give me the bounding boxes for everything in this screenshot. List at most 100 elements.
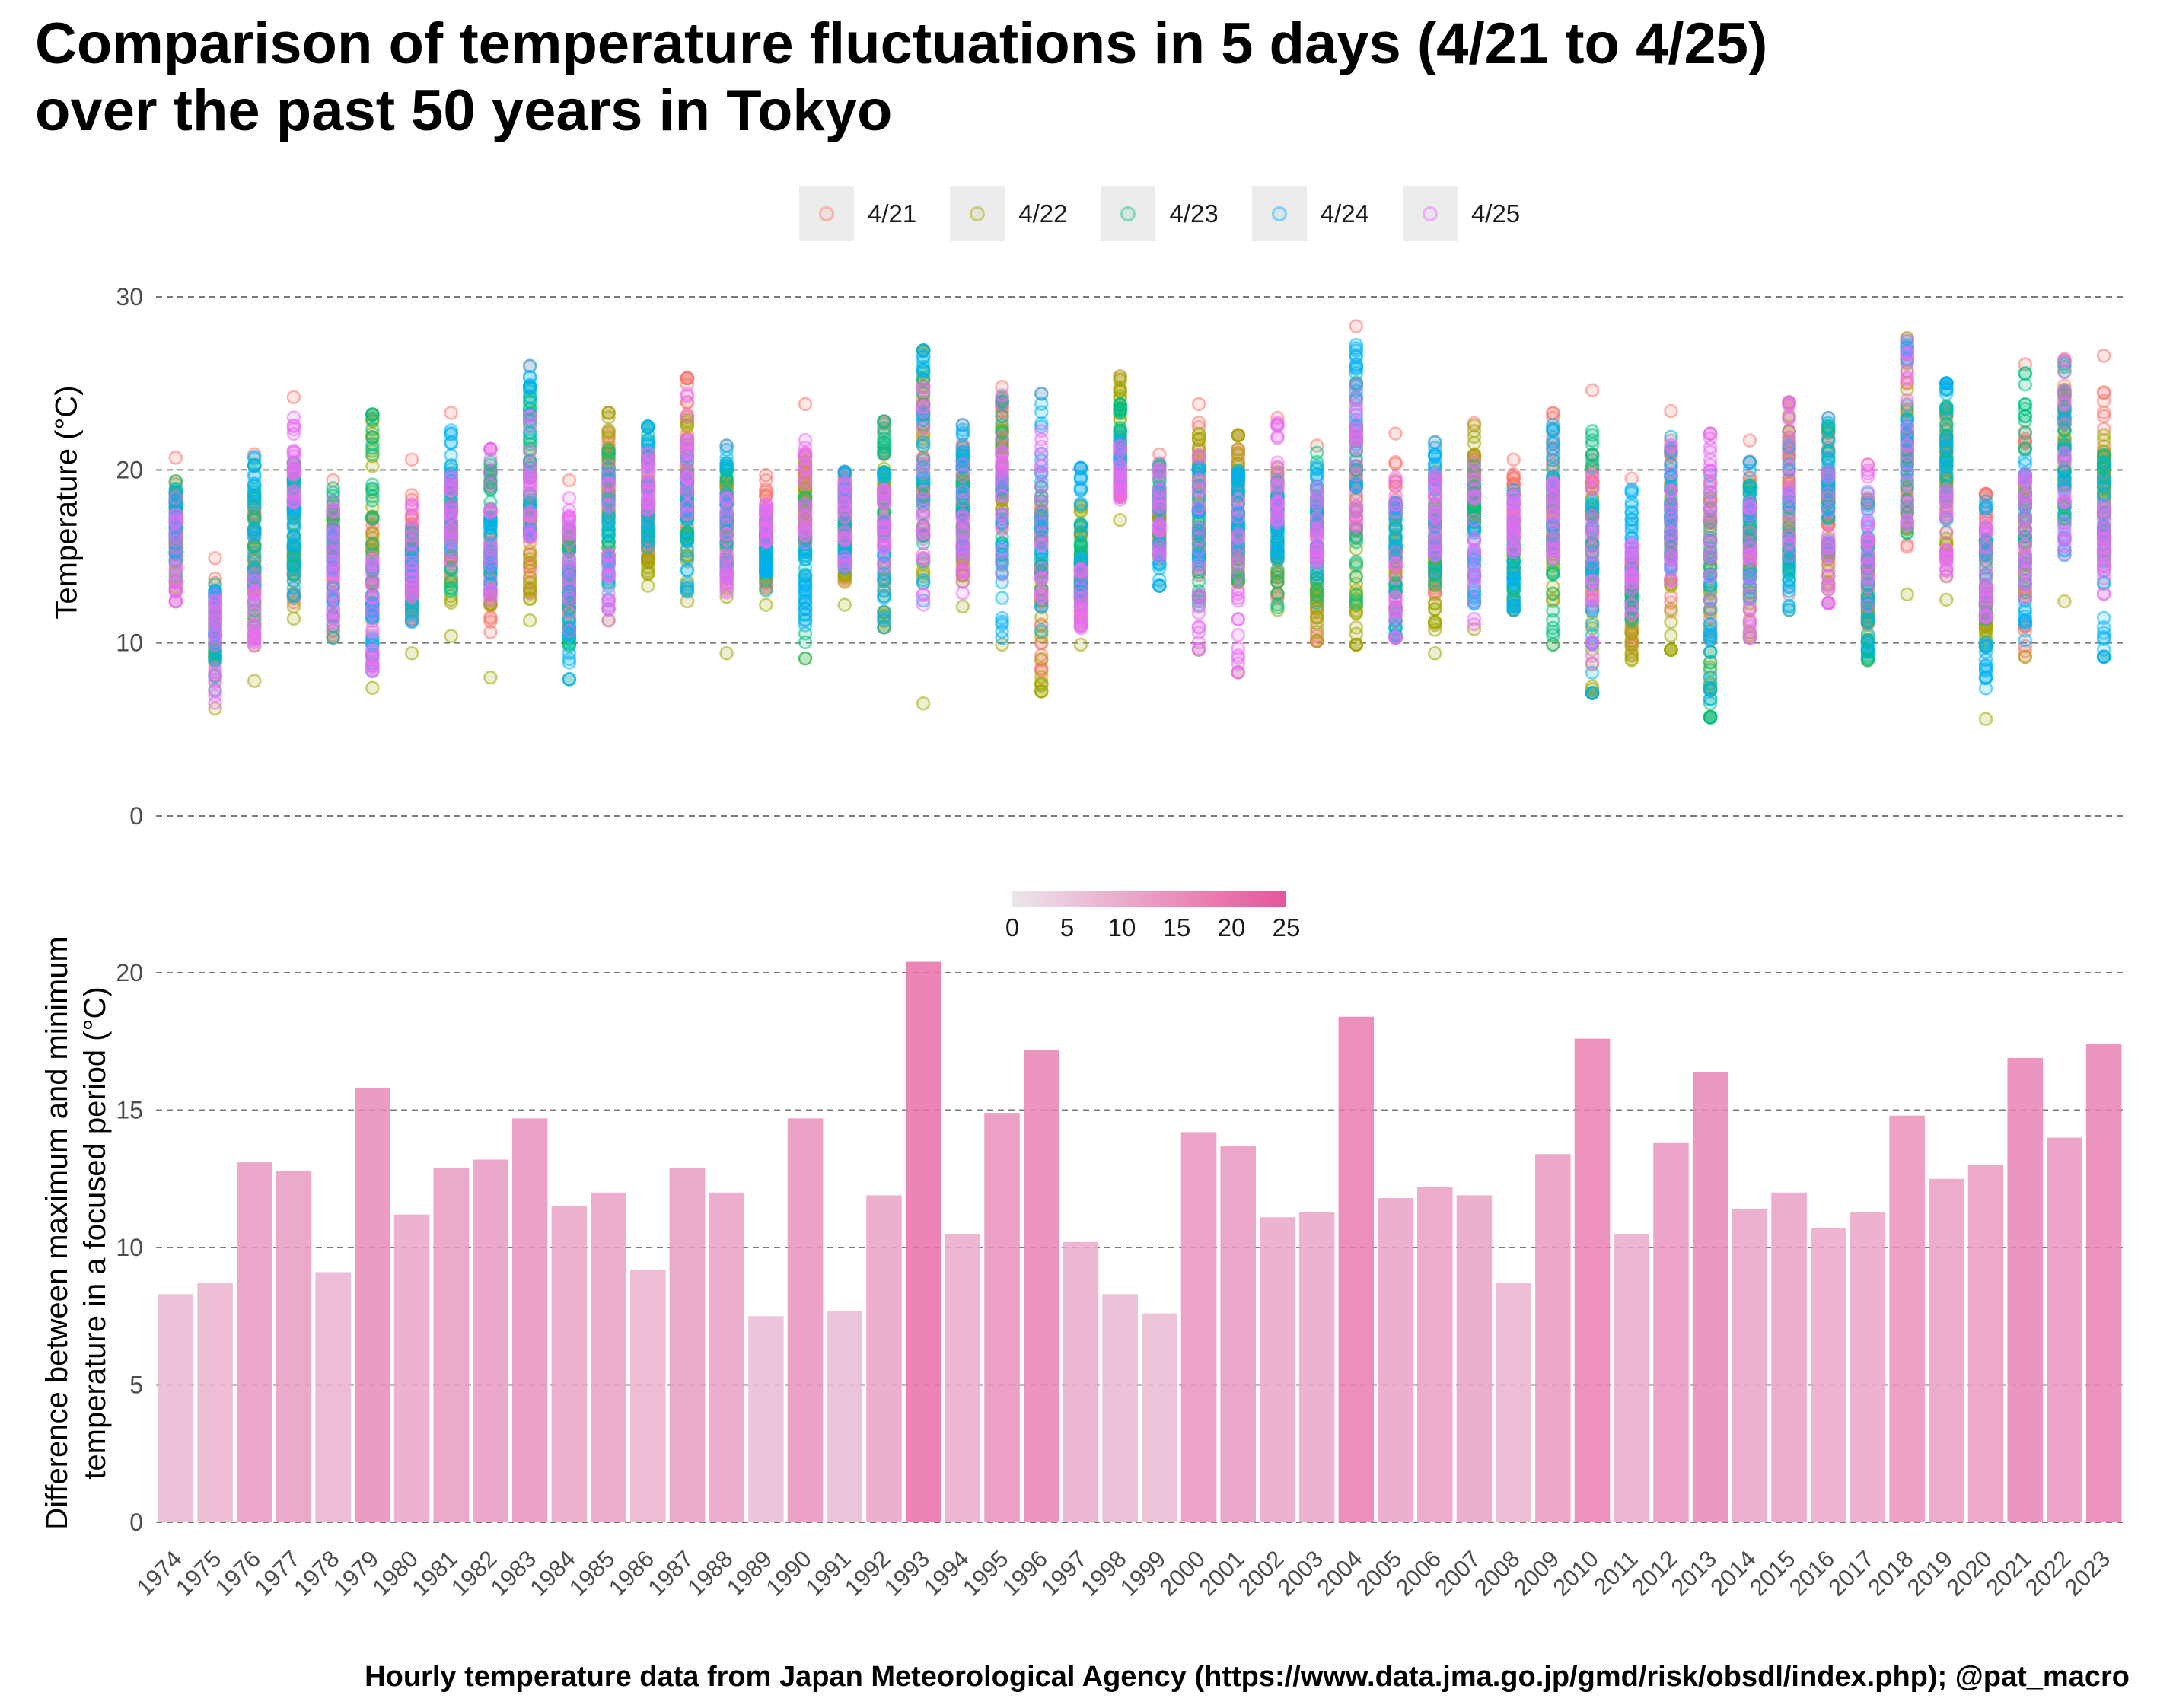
scatter-point — [719, 502, 734, 517]
legend-label: 4/22 — [1018, 199, 1068, 228]
scatter-point — [601, 568, 616, 582]
scatter-year-1984 — [562, 473, 577, 687]
scatter-point — [168, 490, 183, 505]
scatter-point — [995, 430, 1009, 445]
scatter-point — [1309, 531, 1324, 546]
scatter-point — [1664, 537, 1678, 551]
scatter-point — [1388, 599, 1403, 613]
scatter-point — [1585, 469, 1600, 484]
legend-item-4-22: 4/22 — [950, 186, 1093, 241]
scatter-point — [1388, 556, 1403, 572]
scatter-point — [562, 672, 577, 687]
scatter-point — [601, 443, 616, 457]
scatter-point — [1506, 545, 1521, 559]
scatter-point — [1703, 463, 1718, 478]
scatter-point — [1742, 551, 1757, 566]
scatter-point — [1703, 592, 1718, 607]
scatter-year-1978 — [326, 473, 340, 645]
scatter-year-1990 — [798, 397, 813, 666]
scatter-point — [1703, 535, 1718, 550]
scatter-point — [168, 534, 183, 549]
legend-key — [1402, 186, 1458, 241]
scatter-point — [916, 586, 931, 601]
scatter-point — [680, 433, 695, 448]
scatter-point — [1309, 459, 1324, 473]
scatter-point — [601, 425, 616, 441]
scatter-point — [719, 572, 734, 587]
scatter-point — [1231, 539, 1245, 553]
scatter-point — [326, 630, 340, 645]
scatter-point — [1034, 532, 1049, 546]
scatter-point — [916, 484, 931, 499]
scatter-point — [1034, 588, 1049, 604]
scatter-point — [208, 599, 222, 613]
scatter-point — [1349, 637, 1364, 652]
scatter-point — [798, 651, 813, 666]
scatter-point — [1191, 481, 1206, 496]
scatter-point — [247, 623, 262, 639]
scatter-point — [286, 445, 301, 459]
scatter-point — [1664, 642, 1678, 658]
scatter-point — [247, 451, 262, 466]
scatter-point — [1467, 418, 1482, 433]
scatter-point — [1270, 569, 1285, 585]
scatter-year-2008 — [1506, 452, 1521, 617]
scatter-point — [995, 522, 1009, 537]
scatter-point — [365, 510, 380, 524]
legend-item-4-25: 4/25 — [1402, 186, 1546, 241]
scatter-point — [168, 560, 183, 575]
scatter-point — [759, 534, 773, 550]
scatter-point — [1309, 514, 1324, 528]
scatter-point — [1113, 513, 1127, 527]
scatter-point — [680, 543, 695, 558]
scatter-point — [1034, 465, 1049, 480]
scatter-point — [1270, 429, 1285, 444]
scatter-point — [1624, 575, 1639, 591]
scatter-point — [759, 473, 773, 488]
scatter-point — [798, 473, 813, 487]
scatter-point — [916, 365, 931, 379]
scatter-point — [286, 611, 301, 626]
scatter-point — [1546, 417, 1560, 432]
scatter-point — [365, 482, 380, 496]
scatter-point — [1191, 606, 1206, 620]
scatter-point — [404, 522, 419, 537]
scatter-point — [1624, 647, 1639, 662]
scatter-point — [1349, 569, 1364, 584]
scatter-point — [641, 534, 655, 549]
scatter-point — [247, 525, 262, 540]
scatter-point — [168, 511, 183, 527]
scatter-year-2003 — [1309, 438, 1324, 648]
scatter-point — [562, 645, 577, 661]
scatter-point — [1546, 522, 1560, 537]
scatter-point — [1309, 588, 1324, 603]
scatter-point — [247, 467, 262, 482]
scatter-point — [877, 588, 891, 604]
scatter-point — [1664, 628, 1678, 643]
scatter-point — [641, 460, 655, 475]
scatter-point — [208, 661, 222, 676]
scatter-point — [916, 458, 931, 473]
scatter-point — [680, 577, 695, 591]
scatter-point — [247, 574, 262, 589]
scatter-point — [1546, 567, 1560, 582]
scatter-point — [1349, 588, 1364, 603]
scatter-point — [837, 597, 852, 612]
scatter-point — [1467, 436, 1482, 451]
scatter-point — [1546, 586, 1560, 601]
scatter-point — [1546, 434, 1560, 449]
scatter-point — [995, 446, 1009, 460]
scatter-point — [522, 507, 537, 522]
scatter-point — [365, 642, 380, 658]
scatter-point — [1152, 578, 1167, 593]
scatter-point — [601, 524, 616, 539]
scatter-point — [168, 582, 183, 597]
scatter-point — [759, 547, 773, 562]
scatter-point — [1467, 488, 1482, 502]
scatter-point — [1428, 546, 1442, 562]
scatter-point — [641, 419, 655, 434]
scatter-point — [995, 567, 1009, 582]
scatter-point — [759, 583, 773, 597]
scatter-point — [1231, 503, 1245, 518]
legend-label: 4/23 — [1169, 199, 1219, 228]
